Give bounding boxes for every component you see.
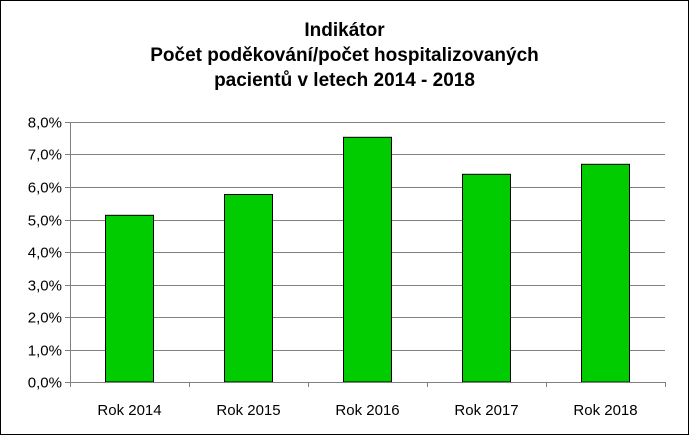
y-tick-label: 0,0%	[28, 375, 62, 392]
x-tick-label: Rok 2014	[97, 402, 161, 419]
x-tick-label: Rok 2017	[454, 402, 518, 419]
axes	[65, 122, 666, 387]
chart-title-line-2: Počet poděkování/počet hospitalizovaných	[150, 45, 539, 66]
tick-labels: 0,0% 1,0% 2,0% 3,0% 4,0% 5,0% 6,0% 7,0% 8,0% Rok …	[28, 115, 638, 420]
bar	[462, 173, 511, 383]
bars	[105, 136, 630, 383]
x-tick-label: Rok 2016	[335, 402, 399, 419]
y-tick-label: 4,0%	[28, 245, 62, 262]
bar	[581, 163, 630, 383]
chart-title-line-3: pacientů v letech 2014 - 2018	[214, 70, 475, 91]
y-tick-label: 7,0%	[28, 147, 62, 164]
bar	[224, 194, 273, 383]
bar	[343, 136, 392, 383]
y-tick-label: 1,0%	[28, 343, 62, 360]
y-tick-label: 5,0%	[28, 213, 62, 230]
x-tick-label: Rok 2018	[573, 402, 637, 419]
y-tick-label: 8,0%	[28, 115, 62, 132]
y-tick-label: 3,0%	[28, 278, 62, 295]
y-tick-label: 2,0%	[28, 310, 62, 327]
y-tick-label: 6,0%	[28, 180, 62, 197]
bar	[105, 214, 154, 383]
chart-title-line-1: Indikátor	[304, 20, 385, 41]
x-tick-label: Rok 2015	[216, 402, 280, 419]
chart-title: Indikátor Počet poděkování/počet hospita…	[0, 18, 689, 93]
